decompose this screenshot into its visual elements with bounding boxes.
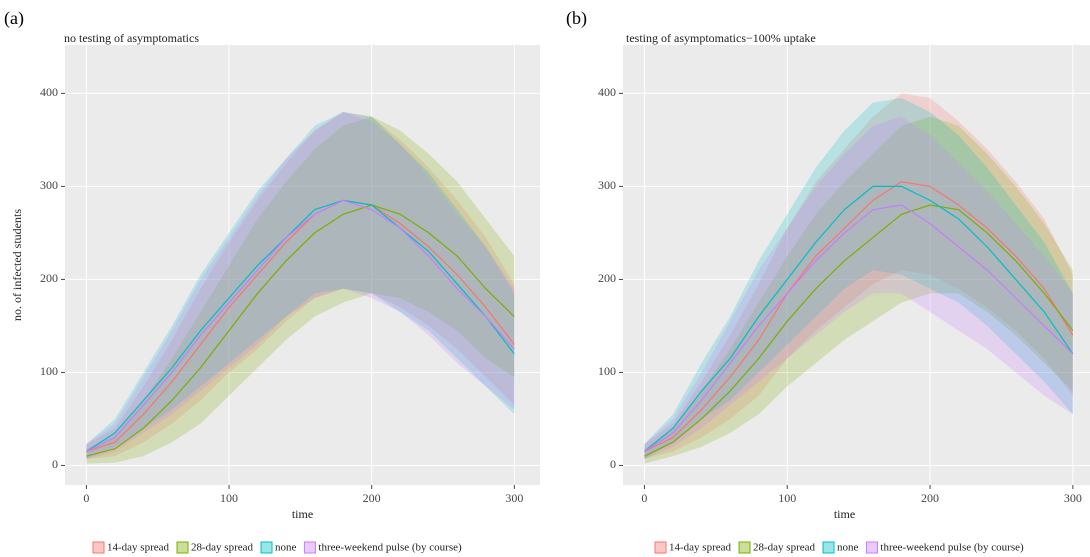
- plot-background: [65, 45, 540, 485]
- confidence-band: [644, 116, 1073, 464]
- series-line: [644, 181, 1074, 453]
- x-tick-label: 200: [921, 491, 939, 505]
- legend-label: three-weekend pulse (by course): [318, 542, 462, 554]
- confidence-band: [86, 111, 515, 459]
- legend-label: 28-day spread: [191, 542, 254, 554]
- y-tick-label: 0: [610, 457, 616, 471]
- series-line: [86, 199, 515, 453]
- series-line: [86, 199, 515, 453]
- x-tick-label: 100: [778, 491, 796, 505]
- y-axis-label: no. of infected students: [10, 209, 24, 321]
- x-tick-label: 100: [220, 491, 238, 505]
- legend-swatch: [92, 541, 105, 554]
- series-line: [644, 204, 1074, 457]
- y-tick-label: 300: [598, 178, 616, 192]
- series-line: [86, 204, 515, 457]
- legend-label: 14-day spread: [669, 542, 732, 554]
- y-tick-label: 300: [40, 178, 58, 192]
- legend-swatch: [176, 541, 189, 554]
- legend-swatch: [822, 541, 835, 554]
- x-tick-label: 200: [363, 491, 381, 505]
- chart-title: testing of asymptomatics−100% uptake: [626, 31, 816, 45]
- series-line: [644, 204, 1074, 453]
- y-tick-label: 0: [52, 457, 58, 471]
- y-tick-label: 200: [598, 271, 616, 285]
- x-tick-label: 0: [641, 491, 647, 505]
- y-tick-label: 100: [40, 364, 58, 378]
- x-tick-label: 0: [83, 491, 89, 505]
- x-axis-label: time: [834, 507, 855, 521]
- series-line: [644, 185, 1074, 452]
- confidence-band: [86, 111, 515, 459]
- confidence-band: [86, 111, 515, 459]
- legend-label: none: [837, 542, 859, 554]
- plot-background: [623, 45, 1090, 485]
- x-tick-label: 300: [1064, 491, 1082, 505]
- chart-title: no testing of asymptomatics: [64, 31, 199, 45]
- legend-label: 28-day spread: [753, 542, 816, 554]
- legend-swatch: [738, 541, 751, 554]
- confidence-band: [644, 93, 1073, 459]
- y-tick-label: 400: [598, 85, 616, 99]
- legend-swatch: [865, 541, 878, 554]
- series-line: [86, 199, 515, 453]
- panel-label: (a): [4, 8, 24, 29]
- legend-swatch: [654, 541, 667, 554]
- legend-label: three-weekend pulse (by course): [880, 542, 1024, 554]
- confidence-band: [86, 116, 515, 464]
- confidence-band: [644, 116, 1073, 459]
- panel-label: (b): [566, 8, 587, 29]
- legend-label: none: [275, 542, 297, 554]
- legend-label: 14-day spread: [107, 542, 170, 554]
- y-tick-label: 400: [40, 85, 58, 99]
- legend-swatch: [303, 541, 316, 554]
- y-tick-label: 200: [40, 271, 58, 285]
- y-tick-label: 100: [598, 364, 616, 378]
- x-axis-label: time: [292, 507, 313, 521]
- x-tick-label: 300: [505, 491, 523, 505]
- legend-swatch: [260, 541, 273, 554]
- confidence-band: [644, 98, 1073, 459]
